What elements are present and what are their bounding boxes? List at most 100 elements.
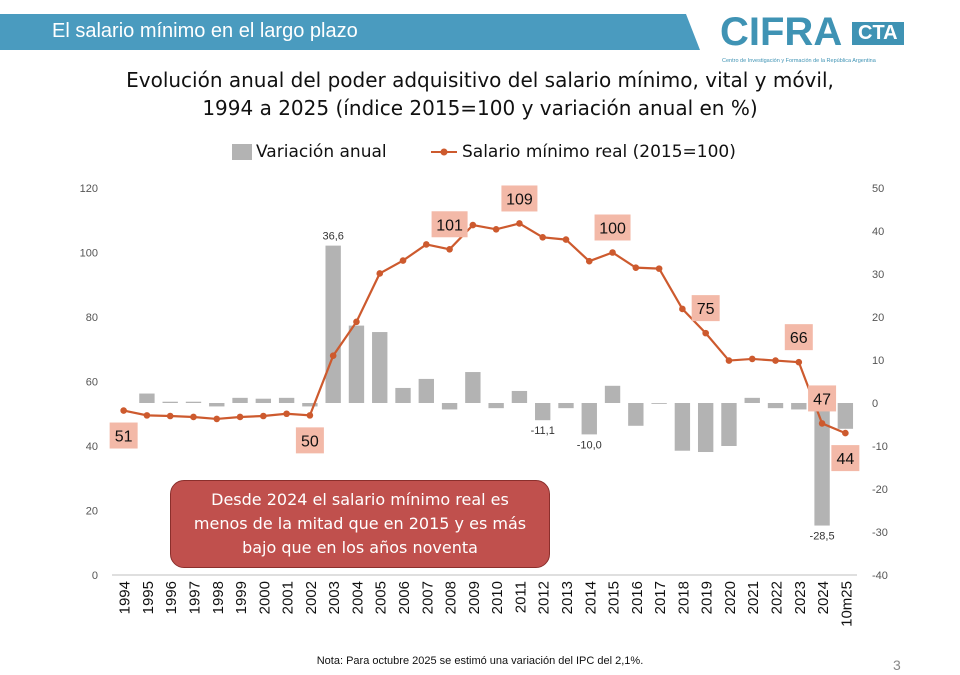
y-right-tick-label: 20 (872, 312, 884, 324)
bar-variacion (325, 245, 341, 403)
x-tick-label: 2019 (699, 581, 716, 614)
line-point (679, 305, 686, 313)
line-data-label: 44 (836, 451, 854, 468)
bar-variacion (209, 403, 225, 407)
bar-variacion (697, 403, 714, 453)
x-tick-label: 1994 (117, 581, 134, 614)
y-right-tick-label: 10 (872, 355, 884, 367)
footnote: Nota: Para octubre 2025 se estimó una va… (316, 655, 644, 667)
line-point (609, 249, 616, 256)
line-point (260, 412, 267, 420)
line-point (492, 225, 500, 233)
bar-variacion (744, 397, 760, 403)
y-right-tick-label: -10 (872, 441, 888, 453)
x-tick-label: 2021 (745, 581, 762, 614)
chart-title: Evolución anual del poder adquisitivo de… (0, 66, 960, 122)
line-data-label: 101 (436, 217, 463, 234)
line-data-label: 50 (301, 433, 319, 450)
callout-text: Desde 2024 el salario mínimo real es men… (193, 490, 527, 557)
y-right-tick-label: 0 (872, 398, 878, 410)
bar-variacion (395, 387, 411, 403)
bar-variacion (348, 325, 365, 403)
bar-variacion (139, 393, 155, 403)
x-tick-label: 1995 (140, 581, 157, 614)
x-tick-label: 2024 (815, 581, 832, 614)
bar-data-label: -10,0 (577, 439, 602, 451)
line-point (469, 221, 477, 229)
chart-legend: Variación anual Salario mínimo real (201… (0, 142, 960, 166)
x-tick-label: 2018 (675, 581, 692, 614)
line-label-box (431, 211, 468, 238)
x-tick-label: 2016 (629, 581, 646, 614)
line-point (702, 329, 709, 337)
x-tick-label: 2015 (606, 581, 623, 614)
line-label-box (784, 324, 813, 351)
bar-variacion (604, 385, 621, 403)
x-tick-label: 2011 (512, 581, 529, 613)
x-tick-label: 2002 (303, 581, 320, 614)
bar-variacion (581, 403, 597, 435)
line-data-label: 51 (115, 429, 133, 446)
line-label-box (808, 385, 837, 412)
chart-title-line-2: 1994 a 2025 (índice 2015=100 y variación… (202, 96, 758, 120)
bar-variacion (558, 403, 574, 409)
x-tick-label: 10m25 (838, 581, 855, 627)
bar-variacion (767, 403, 784, 409)
line-point (632, 264, 640, 271)
line-point (120, 407, 127, 414)
y-left-tick-label: 100 (80, 248, 98, 260)
x-tick-label: 2010 (489, 581, 506, 614)
line-point (446, 245, 453, 253)
bar-variacion (278, 397, 295, 403)
legend-item-line: Salario mínimo real (2015=100) (430, 142, 736, 162)
line-point (795, 358, 803, 366)
x-tick-label: 2004 (349, 581, 366, 614)
bar-variacion (837, 403, 854, 429)
bar-variacion (185, 401, 202, 403)
x-tick-label: 2009 (466, 581, 483, 614)
line-point (329, 352, 337, 360)
line-point (399, 257, 407, 264)
bar-variacion (465, 372, 481, 403)
x-tick-label: 1997 (186, 581, 203, 614)
cifra-logo: CIFRA CTA Centro de Investigación y Form… (700, 8, 925, 70)
line-point (725, 357, 733, 364)
x-tick-label: 2001 (280, 581, 297, 614)
y-right-tick-label: -30 (872, 527, 888, 539)
bar-variacion (535, 403, 551, 421)
legend-line-swatch (431, 148, 457, 156)
line-point (818, 420, 826, 427)
line-point (772, 357, 779, 364)
line-point (655, 265, 663, 272)
x-tick-label: 2003 (326, 581, 343, 614)
bar-data-label: 36,6 (322, 231, 343, 243)
line-label-box (594, 214, 631, 241)
bar-variacion (418, 378, 434, 403)
y-left-tick-label: 20 (86, 506, 98, 518)
line-point (585, 257, 593, 265)
y-left-tick-label: 120 (80, 183, 98, 195)
line-point (190, 413, 197, 421)
line-point (376, 270, 384, 277)
bar-variacion (628, 403, 644, 426)
line-data-label: 47 (813, 391, 831, 408)
line-point (562, 236, 570, 243)
line-data-label: 100 (599, 221, 626, 238)
bar-variacion (441, 403, 458, 410)
line-label-box (295, 427, 324, 454)
bar-variacion (651, 403, 667, 404)
line-data-label: 66 (790, 330, 808, 347)
header-title: El salario mínimo en el largo plazo (52, 20, 358, 42)
x-tick-label: 1996 (163, 581, 180, 614)
logo-badge: CTA (852, 22, 904, 45)
line-label-box (501, 185, 538, 212)
line-point (236, 413, 244, 421)
line-point (422, 241, 430, 248)
line-point (143, 412, 151, 419)
bar-variacion (372, 332, 388, 403)
bar-variacion (814, 403, 830, 526)
bar-variacion (162, 401, 178, 403)
x-tick-label: 2012 (536, 581, 553, 614)
bar-data-label: -11,1 (531, 425, 555, 437)
line-point (166, 412, 174, 420)
